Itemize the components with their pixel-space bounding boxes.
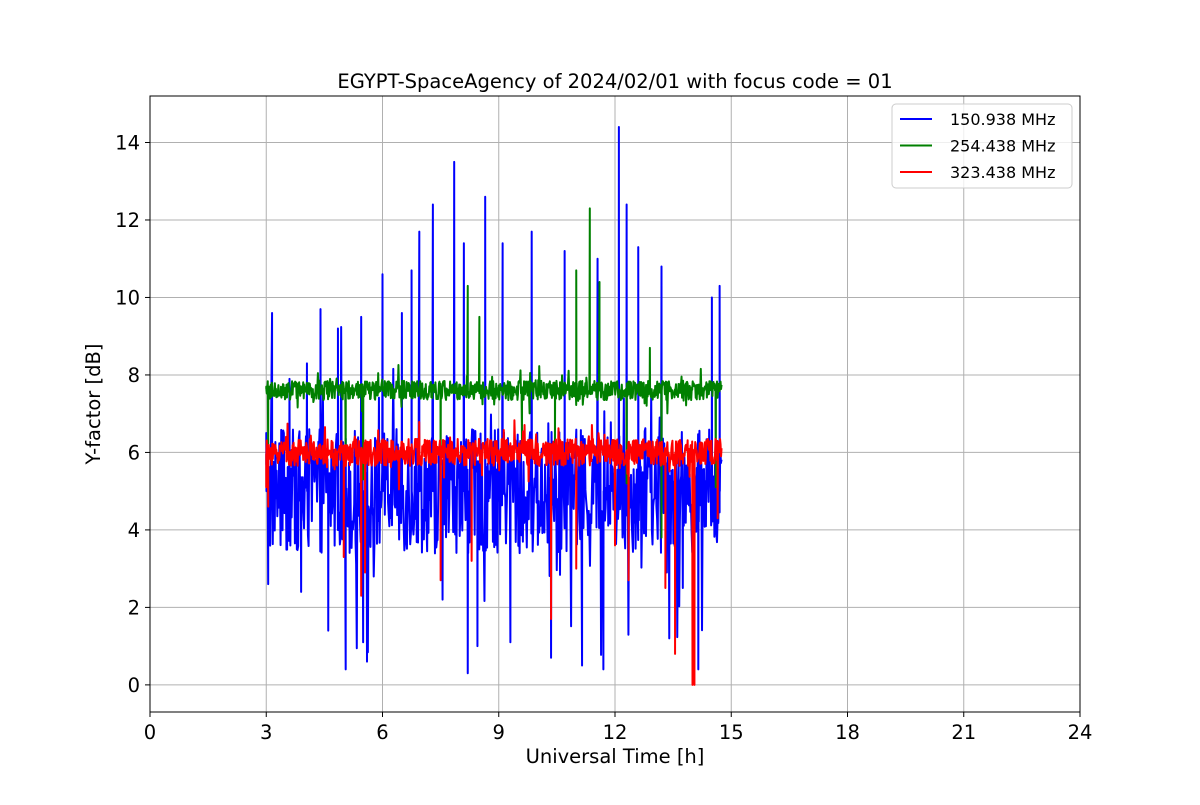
y-axis-ticks: 0 2 4 6 8 10 12 14 <box>115 131 150 697</box>
y-tick-label: 8 <box>128 364 140 387</box>
x-tick-label: 18 <box>835 721 860 744</box>
x-axis-label: Universal Time [h] <box>526 745 705 768</box>
legend-label-1: 150.938 MHz <box>950 110 1055 129</box>
x-tick-label: 3 <box>260 721 272 744</box>
y-tick-label: 4 <box>128 519 140 542</box>
legend: 150.938 MHz 254.438 MHz 323.438 MHz <box>891 103 1073 189</box>
y-tick-label: 12 <box>115 209 140 232</box>
legend-label-3: 323.438 MHz <box>950 163 1055 182</box>
series-layer <box>265 125 723 686</box>
y-tick-label: 6 <box>128 441 140 464</box>
y-axis-label: Y-factor [dB] <box>82 344 105 466</box>
x-tick-label: 6 <box>376 721 388 744</box>
x-axis-ticks: 0 3 6 9 12 15 18 21 24 <box>144 712 1093 744</box>
y-tick-label: 2 <box>128 596 140 619</box>
series-line-3 <box>265 419 723 686</box>
x-tick-label: 12 <box>603 721 628 744</box>
y-tick-label: 0 <box>128 674 140 697</box>
y-tick-label: 14 <box>115 131 140 154</box>
x-tick-label: 24 <box>1068 721 1093 744</box>
series-line-2 <box>265 207 723 539</box>
y-tick-label: 10 <box>115 286 140 309</box>
x-tick-label: 21 <box>951 721 976 744</box>
x-tick-label: 0 <box>144 721 156 744</box>
chart-title: EGYPT-SpaceAgency of 2024/02/01 with foc… <box>337 70 892 93</box>
legend-box <box>891 103 1073 189</box>
x-tick-label: 9 <box>493 721 505 744</box>
legend-label-2: 254.438 MHz <box>950 137 1055 156</box>
x-tick-label: 15 <box>719 721 744 744</box>
